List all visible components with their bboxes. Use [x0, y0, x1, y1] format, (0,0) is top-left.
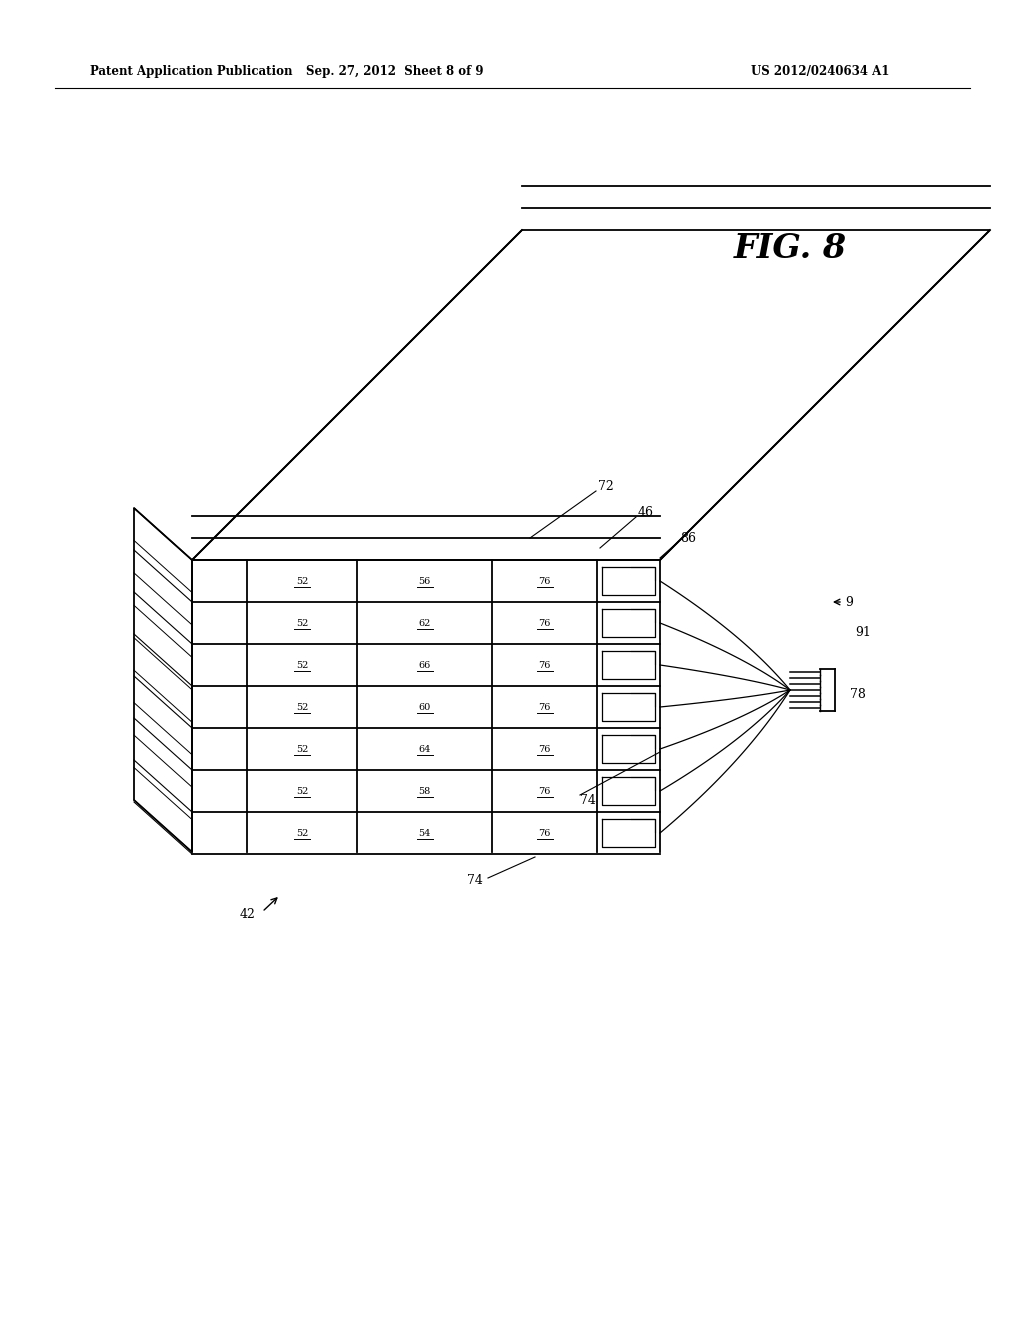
Text: 52: 52: [296, 744, 308, 754]
Text: 86: 86: [680, 532, 696, 544]
Text: 60: 60: [419, 702, 431, 711]
Text: 42: 42: [240, 908, 256, 921]
Text: 78: 78: [850, 689, 866, 701]
Text: 91: 91: [855, 626, 870, 639]
Text: US 2012/0240634 A1: US 2012/0240634 A1: [751, 66, 889, 78]
Text: 72: 72: [598, 480, 613, 494]
Text: 52: 52: [296, 577, 308, 586]
Polygon shape: [193, 230, 990, 560]
Text: 58: 58: [419, 787, 431, 796]
Text: 66: 66: [419, 660, 431, 669]
Text: 76: 76: [539, 744, 551, 754]
Text: 52: 52: [296, 660, 308, 669]
Polygon shape: [134, 508, 193, 851]
Text: Patent Application Publication: Patent Application Publication: [90, 66, 293, 78]
Text: 52: 52: [296, 619, 308, 627]
Text: 76: 76: [539, 577, 551, 586]
Text: Sep. 27, 2012  Sheet 8 of 9: Sep. 27, 2012 Sheet 8 of 9: [306, 66, 483, 78]
Text: 62: 62: [419, 619, 431, 627]
Text: 76: 76: [539, 660, 551, 669]
Text: 52: 52: [296, 702, 308, 711]
Text: 76: 76: [539, 787, 551, 796]
Text: 76: 76: [539, 702, 551, 711]
Text: 76: 76: [539, 829, 551, 837]
Text: 74: 74: [467, 874, 483, 887]
Text: 9: 9: [845, 595, 853, 609]
Text: FIG. 8: FIG. 8: [733, 231, 847, 264]
Text: 46: 46: [638, 507, 654, 520]
Text: 56: 56: [419, 577, 431, 586]
Text: 54: 54: [419, 829, 431, 837]
Text: 52: 52: [296, 829, 308, 837]
Text: 76: 76: [539, 619, 551, 627]
Text: 64: 64: [419, 744, 431, 754]
Text: 74: 74: [580, 793, 596, 807]
Text: 52: 52: [296, 787, 308, 796]
